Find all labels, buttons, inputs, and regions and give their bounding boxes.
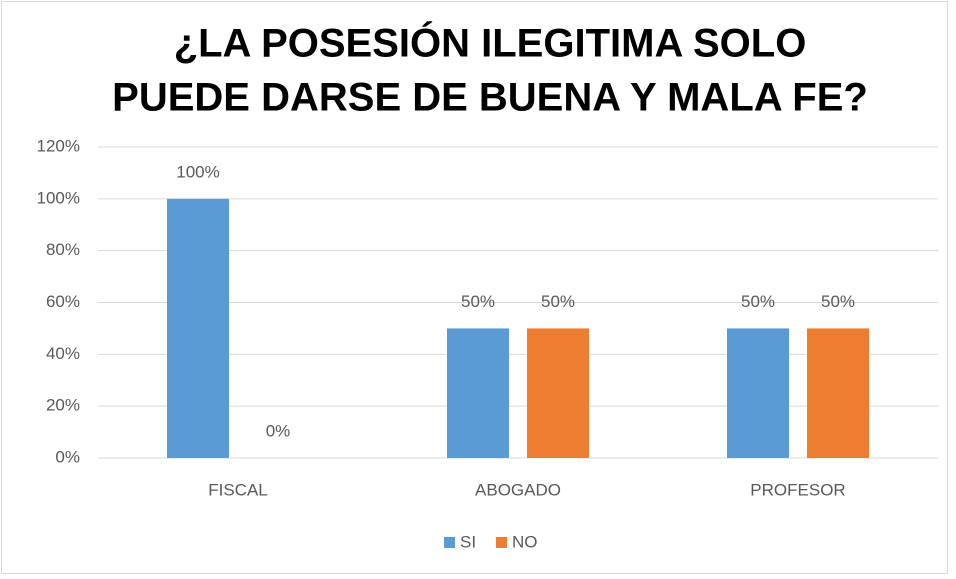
y-tick-label: 60% <box>46 292 80 311</box>
data-label: 100% <box>176 162 219 181</box>
data-label: 50% <box>741 292 775 311</box>
y-tick-label: 0% <box>55 447 80 466</box>
chart-title: PUEDE DARSE DE BUENA Y MALA FE? <box>112 76 868 120</box>
legend-label: SI <box>460 532 476 551</box>
y-tick-label: 40% <box>46 344 80 363</box>
chart-title: ¿LA POSESIÓN ILEGITIMA SOLO <box>174 20 807 66</box>
legend-label: NO <box>512 532 538 551</box>
x-tick-label: PROFESOR <box>750 480 845 499</box>
legend-swatch <box>496 537 507 548</box>
y-tick-label: 120% <box>37 136 80 155</box>
data-label: 50% <box>821 292 855 311</box>
data-label: 0% <box>266 421 291 440</box>
x-tick-label: ABOGADO <box>475 480 561 499</box>
bar <box>807 328 869 458</box>
bar <box>727 328 789 458</box>
bar <box>447 328 509 458</box>
bar <box>167 198 229 459</box>
bar <box>527 328 589 458</box>
legend-swatch <box>444 537 455 548</box>
y-tick-label: 80% <box>46 240 80 259</box>
y-tick-label: 100% <box>37 188 80 207</box>
data-label: 50% <box>461 292 495 311</box>
data-label: 50% <box>541 292 575 311</box>
x-tick-label: FISCAL <box>208 480 268 499</box>
y-tick-label: 20% <box>46 396 80 415</box>
